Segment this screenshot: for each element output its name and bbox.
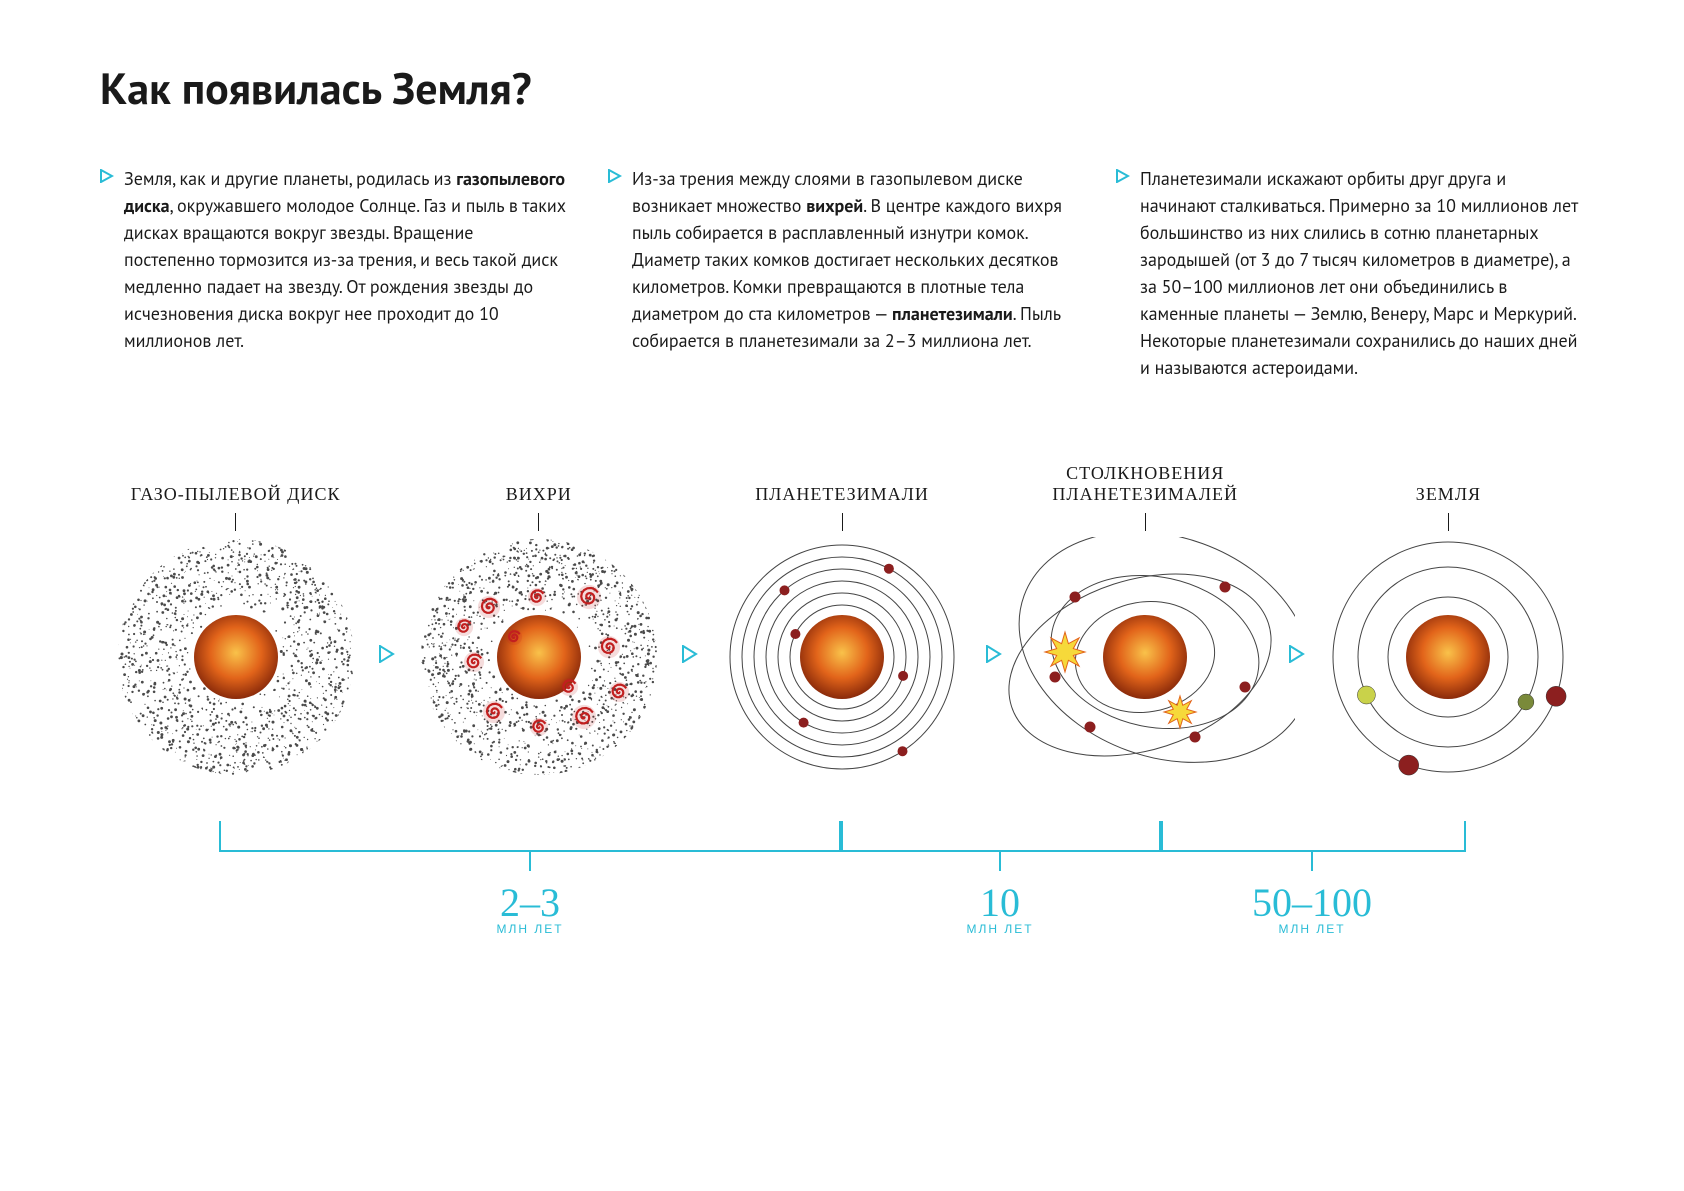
stage-label: ВИХРИ: [506, 461, 572, 505]
stage-label: СТОЛКНОВЕНИЯ ПЛАНЕТЕЗИМАЛЕЙ: [1052, 461, 1238, 505]
intro-col-2: Из-за трения между слоями в газопылевом …: [608, 165, 1076, 381]
stage-earth: ЗЕМЛЯ: [1313, 461, 1584, 777]
stage-planetesimals: ПЛАНЕТЕЗИМАЛИ: [706, 461, 977, 777]
leader-line: [1448, 513, 1449, 531]
timeline-value-3: 50–100: [1252, 880, 1372, 925]
intro-col-3: Планетезимали искажают орбиты друг друга…: [1116, 165, 1584, 381]
stage-collisions: СТОЛКНОВЕНИЯ ПЛАНЕТЕЗИМАЛЕЙ: [1010, 461, 1281, 777]
timeline-value-2: 10: [980, 880, 1020, 925]
disc-earth: [1328, 537, 1568, 777]
disc-collisions: [1025, 537, 1265, 777]
stage-label: ПЛАНЕТЕЗИМАЛИ: [755, 461, 929, 505]
timeline: 2–3 МЛН ЛЕТ 10 МЛН ЛЕТ 50–100 МЛН ЛЕТ: [100, 821, 1584, 981]
intro-col-1: Земля, как и другие планеты, родилась из…: [100, 165, 568, 381]
stage-label: ГАЗО-ПЫЛЕВОЙ ДИСК: [131, 461, 341, 505]
leader-line: [235, 513, 236, 531]
disc-gas-dust: [116, 537, 356, 777]
triangle-bullet-icon: [1116, 169, 1130, 381]
stages-diagram: ГАЗО-ПЫЛЕВОЙ ДИСК: [100, 461, 1584, 881]
intro-columns: Земля, как и другие планеты, родилась из…: [100, 165, 1584, 381]
arrow-icon: [379, 645, 395, 663]
leader-line: [842, 513, 843, 531]
intro-text-2: Из-за трения между слоями в газопылевом …: [632, 165, 1076, 381]
disc-planetesimals: [722, 537, 962, 777]
leader-line: [538, 513, 539, 531]
triangle-bullet-icon: [100, 169, 114, 381]
disc-vortices: [419, 537, 659, 777]
timeline-value-1: 2–3: [500, 880, 560, 925]
stage-gas-dust-disk: ГАЗО-ПЫЛЕВОЙ ДИСК: [100, 461, 371, 777]
intro-text-3: Планетезимали искажают орбиты друг друга…: [1140, 165, 1584, 381]
triangle-bullet-icon: [608, 169, 622, 381]
intro-text-1: Земля, как и другие планеты, родилась из…: [124, 165, 568, 381]
stage-vortices: ВИХРИ: [403, 461, 674, 777]
leader-line: [1145, 513, 1146, 531]
timeline-unit-2: МЛН ЛЕТ: [966, 922, 1033, 936]
timeline-unit-3: МЛН ЛЕТ: [1278, 922, 1345, 936]
stage-label: ЗЕМЛЯ: [1416, 461, 1481, 505]
arrow-icon: [682, 645, 698, 663]
page-title: Как появилась Земля?: [100, 60, 1584, 117]
timeline-unit-1: МЛН ЛЕТ: [496, 922, 563, 936]
